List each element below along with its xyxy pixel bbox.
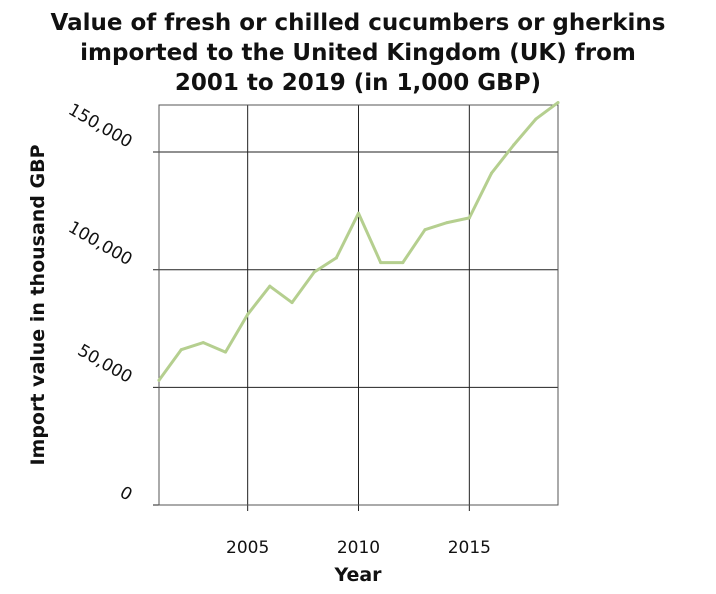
y-axis-label: Import value in thousand GBP [27, 144, 49, 465]
data-point [312, 270, 316, 274]
y-tick-label: 50,000 [74, 341, 136, 388]
x-tick-label: 2015 [448, 538, 491, 558]
data-point [201, 341, 205, 345]
data-point [157, 378, 161, 382]
data-point [224, 350, 227, 354]
y-tick-label: 100,000 [65, 218, 136, 270]
x-tick-label: 2010 [337, 538, 380, 558]
data-point [246, 312, 250, 316]
chart-title-line-3: 2001 to 2019 (in 1,000 GBP) [175, 70, 541, 96]
data-point [467, 216, 471, 220]
chart-title-line-2: imported to the United Kingdom (UK) from [80, 40, 636, 66]
x-tick-label: 2005 [226, 538, 269, 558]
chart-title-line-1: Value of fresh or chilled cucumbers or g… [51, 10, 666, 36]
grid-layer [153, 105, 558, 511]
data-point [490, 171, 493, 175]
data-point [534, 117, 538, 121]
data-point [512, 143, 516, 147]
y-tick-label: 0 [116, 483, 135, 506]
y-tick-label: 150,000 [65, 100, 136, 152]
series-layer [157, 101, 560, 382]
data-point [179, 348, 183, 352]
data-point [445, 221, 449, 225]
x-axis-label: Year [333, 564, 382, 586]
data-point [556, 101, 560, 105]
data-point [401, 261, 405, 265]
tick-labels: 0 50,000 100,000 150,000 2005 2010 2015 [65, 100, 491, 558]
data-point [357, 211, 360, 215]
data-point [423, 228, 427, 232]
data-point [334, 256, 338, 260]
data-point [290, 301, 294, 305]
data-point [379, 261, 383, 265]
plot-frame [158, 104, 559, 506]
data-point [268, 284, 272, 288]
